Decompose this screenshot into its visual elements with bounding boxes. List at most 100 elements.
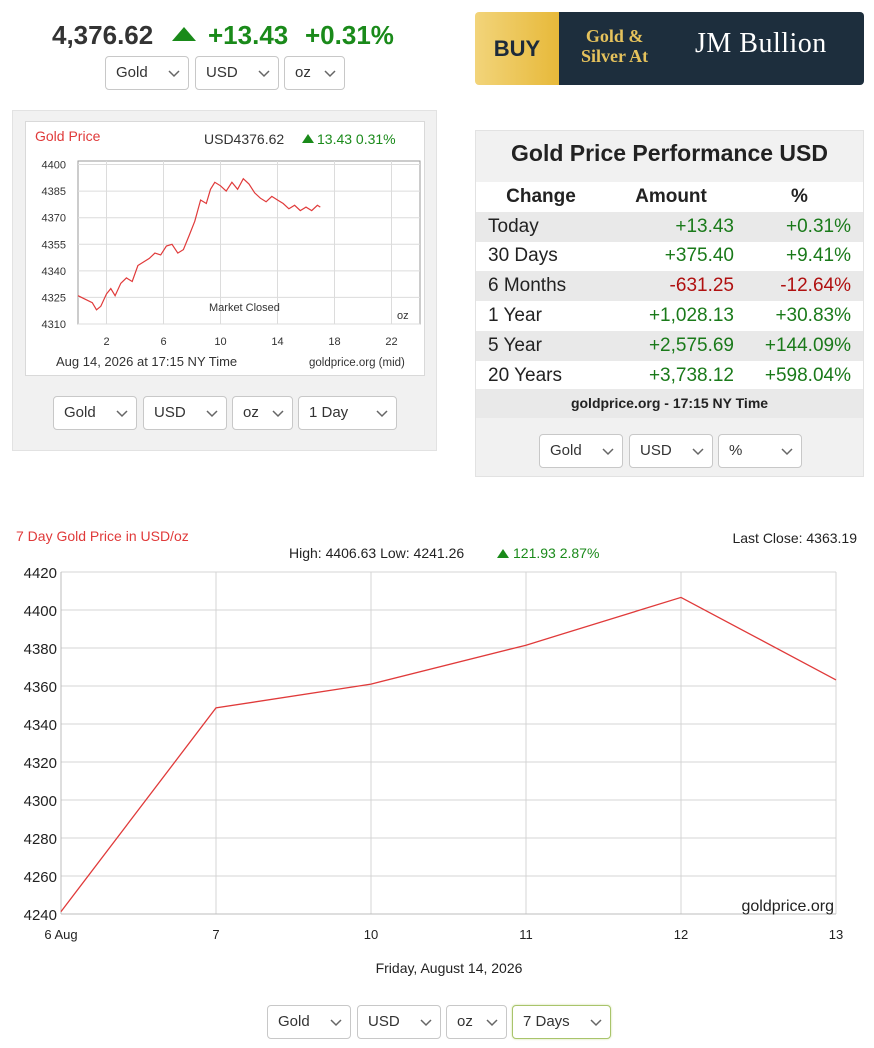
row-period: Today (476, 211, 606, 242)
y-tick-label: 4300 (24, 793, 57, 810)
header-metal-value: Gold (116, 64, 148, 81)
intraday-metal-select[interactable]: Gold (53, 396, 137, 430)
unit-label: oz (397, 310, 409, 322)
seven-day-metal-select[interactable]: Gold (267, 1005, 351, 1039)
current-price: 4,376.62 (52, 20, 154, 50)
intraday-unit-select[interactable]: oz (232, 396, 293, 430)
intraday-chart-title: Gold Price (35, 128, 101, 144)
performance-currency-select[interactable]: USD (629, 434, 713, 468)
intraday-chart-frame (25, 121, 425, 376)
seven-day-metal-value: Gold (278, 1013, 310, 1030)
y-tick-label: 4340 (42, 266, 66, 278)
row-period: 1 Year (476, 301, 606, 331)
seven-day-chart-title: 7 Day Gold Price in USD/oz (16, 528, 189, 544)
ad-buy-label: BUY (475, 12, 559, 85)
intraday-source: goldprice.org (mid) (309, 357, 405, 369)
seven-day-unit-select[interactable]: oz (446, 1005, 507, 1039)
row-percent: -12.64% (736, 271, 863, 302)
ad-line1: Gold & (585, 26, 644, 46)
y-tick-label: 4310 (42, 319, 66, 331)
intraday-timestamp: Aug 14, 2026 at 17:15 NY Time (56, 354, 237, 369)
performance-row: 20 Years +3,738.12 +598.04% (476, 360, 863, 391)
chevron-down-icon (692, 448, 704, 456)
header-metal-select[interactable]: Gold (105, 56, 189, 90)
y-tick-label: 4380 (24, 641, 57, 658)
row-amount: +1,028.13 (606, 301, 736, 331)
chart-watermark: goldprice.org (742, 898, 835, 915)
column-header-change: Change (476, 182, 606, 212)
x-tick-label: 22 (385, 336, 397, 348)
x-tick-label: 6 Aug (44, 927, 77, 942)
intraday-unit-value: oz (243, 404, 259, 421)
header-currency-select[interactable]: USD (195, 56, 279, 90)
up-arrow-icon (302, 134, 314, 143)
seven-day-chart: 7 Day Gold Price in USD/oz Last Close: 4… (16, 528, 857, 976)
performance-mode-select[interactable]: % (718, 434, 802, 468)
performance-title: Gold Price Performance USD (511, 140, 828, 166)
seven-day-range-value: 7 Days (523, 1013, 570, 1030)
performance-footer: goldprice.org - 17:15 NY Time (476, 389, 863, 418)
column-header-percent: % (736, 182, 863, 212)
ad-line2: Silver At (581, 46, 649, 66)
x-tick-label: 10 (364, 927, 378, 942)
y-tick-label: 4325 (42, 292, 66, 304)
ad-tagline: Gold & Silver At (581, 26, 648, 66)
y-tick-label: 4360 (24, 679, 57, 696)
y-tick-label: 4385 (42, 186, 66, 198)
chevron-down-icon (324, 70, 336, 78)
intraday-currency-select[interactable]: USD (143, 396, 227, 430)
seven-day-range-select[interactable]: 7 Days (512, 1005, 611, 1039)
y-tick-label: 4420 (24, 565, 57, 582)
y-tick-label: 4400 (24, 603, 57, 620)
ad-brand-name: JM Bullion (695, 28, 827, 59)
ad-brand-area: Gold & Silver At JM Bullion (559, 12, 864, 85)
performance-table: Change Amount % Today +13.43 +0.31% 30 Days… (476, 182, 863, 391)
x-tick-label: 13 (829, 927, 843, 942)
high-low-text: High: 4406.63 Low: 4241.26 (289, 545, 464, 561)
up-arrow-icon (497, 549, 509, 558)
row-amount: +13.43 (606, 211, 736, 242)
intraday-range-value: 1 Day (309, 404, 349, 421)
performance-mode-value: % (729, 442, 743, 459)
performance-header-row: Change Amount % (476, 182, 863, 212)
x-tick-label: 7 (212, 927, 219, 942)
x-tick-label: 14 (271, 336, 283, 348)
seven-day-currency-value: USD (368, 1013, 400, 1030)
performance-row: 1 Year +1,028.13 +30.83% (476, 301, 863, 331)
intraday-quote-price: USD4376.62 (204, 131, 284, 147)
jm-bullion-ad-banner[interactable]: BUY Gold & Silver At JM Bullion (475, 12, 864, 85)
seven-day-price-line (60, 596, 837, 912)
y-tick-label: 4240 (24, 907, 57, 924)
price-change-percent: +0.31% (305, 20, 394, 50)
market-status: Market Closed (209, 302, 280, 314)
y-tick-label: 4400 (42, 160, 66, 172)
chart-date-label: Friday, August 14, 2026 (376, 960, 523, 976)
intraday-price-line (77, 177, 321, 311)
chevron-down-icon (206, 410, 218, 418)
intraday-chart: Gold Price USD4376.62 13.43 0.31% 4310 43… (35, 128, 421, 369)
x-tick-label: 2 (103, 336, 109, 348)
row-percent: +598.04% (736, 360, 863, 391)
performance-row: 5 Year +2,575.69 +144.09% (476, 330, 863, 361)
row-amount: +3,738.12 (606, 360, 736, 391)
y-tick-label: 4370 (42, 213, 66, 225)
chevron-down-icon (330, 1019, 342, 1027)
row-percent: +144.09% (736, 330, 863, 361)
intraday-metal-value: Gold (64, 404, 96, 421)
performance-row: 6 Months -631.25 -12.64% (476, 271, 863, 302)
x-tick-label: 6 (160, 336, 166, 348)
x-tick-label: 18 (328, 336, 340, 348)
chevron-down-icon (116, 410, 128, 418)
up-arrow-icon (172, 27, 196, 41)
performance-metal-select[interactable]: Gold (539, 434, 623, 468)
column-header-amount: Amount (606, 182, 736, 212)
intraday-range-select[interactable]: 1 Day (298, 396, 397, 430)
header-unit-select[interactable]: oz (284, 56, 345, 90)
chevron-down-icon (376, 410, 388, 418)
intraday-currency-value: USD (154, 404, 186, 421)
seven-day-currency-select[interactable]: USD (357, 1005, 441, 1039)
row-amount: +2,575.69 (606, 330, 736, 361)
row-percent: +30.83% (736, 301, 863, 331)
chevron-down-icon (420, 1019, 432, 1027)
y-tick-label: 4340 (24, 717, 57, 734)
